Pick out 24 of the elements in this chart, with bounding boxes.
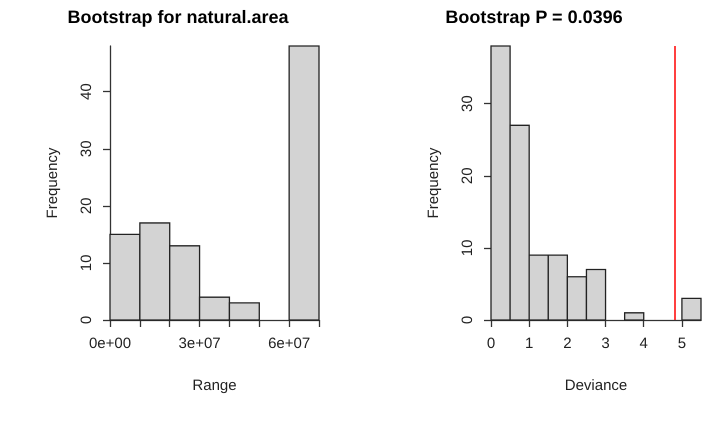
y-tick-label: 0 — [78, 316, 95, 324]
y-axis-title: Frequency — [425, 147, 442, 218]
y-tick-label: 10 — [459, 240, 476, 256]
x-axis-title: Range — [192, 377, 237, 394]
x-tick-label: 5 — [678, 335, 686, 352]
y-axis-title: Frequency — [44, 147, 61, 218]
x-tick-label: 4 — [640, 335, 648, 352]
y-tick-label: 10 — [78, 254, 95, 272]
x-tick-label: 3e+07 — [178, 335, 221, 352]
x-tick-label: 6e+07 — [268, 335, 310, 352]
y-tick-label: 40 — [78, 83, 95, 100]
y-tick-label: 30 — [459, 95, 476, 112]
x-tick-label: 3 — [601, 335, 610, 352]
y-tick-label: 20 — [459, 167, 476, 184]
x-tick-label: 0e+00 — [88, 335, 132, 352]
y-tick-label: 30 — [78, 140, 95, 158]
x-tick-label: 0 — [486, 335, 496, 352]
x-tick-label: 1 — [525, 335, 534, 352]
x-tick-label: 2 — [563, 335, 572, 352]
y-tick-label: 0 — [459, 316, 476, 324]
y-tick-label: 20 — [78, 197, 95, 214]
chart-title: Bootstrap for natural.area — [67, 7, 290, 27]
x-axis-title: Deviance — [564, 377, 628, 394]
chart-title: Bootstrap P = 0.0396 — [445, 7, 623, 27]
